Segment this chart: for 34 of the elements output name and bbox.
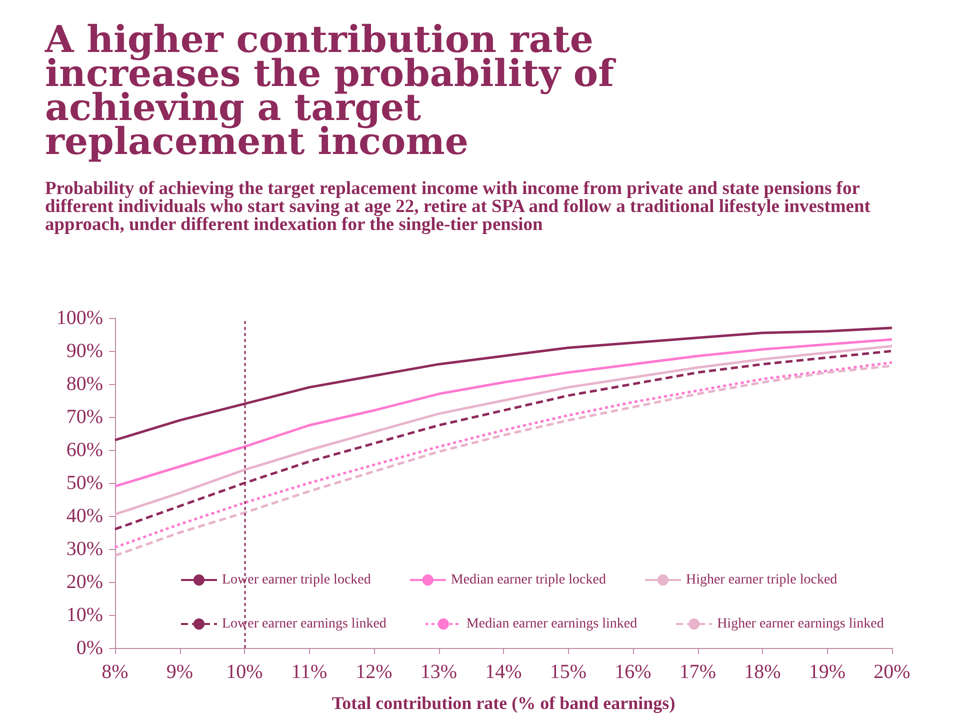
legend-label: Lower earner triple locked [222, 572, 371, 588]
y-tick-label: 0% [76, 637, 103, 659]
line-series [114, 338, 894, 488]
x-tick-label: 17% [679, 661, 716, 683]
y-tick-label: 100% [56, 307, 103, 329]
x-tick-label: 15% [550, 661, 587, 683]
chart-title: A higher contribution rate increases the probability of achieving a target replacement income [45, 17, 617, 163]
legend-label: Higher earner earnings linked [717, 616, 884, 632]
y-tick-label: 80% [66, 373, 103, 395]
y-tick-label: 20% [66, 571, 103, 593]
x-tick-label: 11% [291, 661, 328, 683]
y-tick-label: 60% [66, 439, 103, 461]
y-tick-label: 10% [66, 604, 103, 626]
legend-label: Lower earner earnings linked [222, 616, 386, 632]
x-tick-label: 10% [226, 661, 263, 683]
chart-subtitle: Probability of achieving the target replacement income with income from private and state pensions for different individuals who start saving at age 22, retire at SPA and follow a traditional lifestyle investment approach, under different indexation for the single-tier pension [45, 179, 872, 235]
x-tick-label: 20% [874, 661, 910, 683]
y-tick-label: 70% [66, 406, 103, 428]
x-tick-label: 12% [356, 661, 392, 683]
y-tick-label: 30% [66, 538, 103, 560]
x-tick-label: 16% [614, 661, 652, 683]
x-tick-label: 19% [808, 661, 846, 683]
y-tick-label: 40% [66, 505, 103, 527]
x-axis-title: Total contribution rate (% of band earnings) [332, 693, 676, 713]
x-tick-label: 8% [102, 661, 128, 683]
x-tick-label: 18% [744, 661, 781, 683]
legend-label: Median earner earnings linked [466, 616, 638, 632]
legend-label: Higher earner triple locked [686, 572, 838, 588]
x-tick-label: 14% [485, 661, 522, 683]
y-tick-label: 90% [66, 340, 103, 362]
legend-label: Median earner triple locked [450, 572, 606, 588]
x-tick-label: 9% [166, 661, 194, 683]
x-tick-label: 13% [420, 661, 458, 683]
y-tick-label: 50% [66, 472, 103, 494]
